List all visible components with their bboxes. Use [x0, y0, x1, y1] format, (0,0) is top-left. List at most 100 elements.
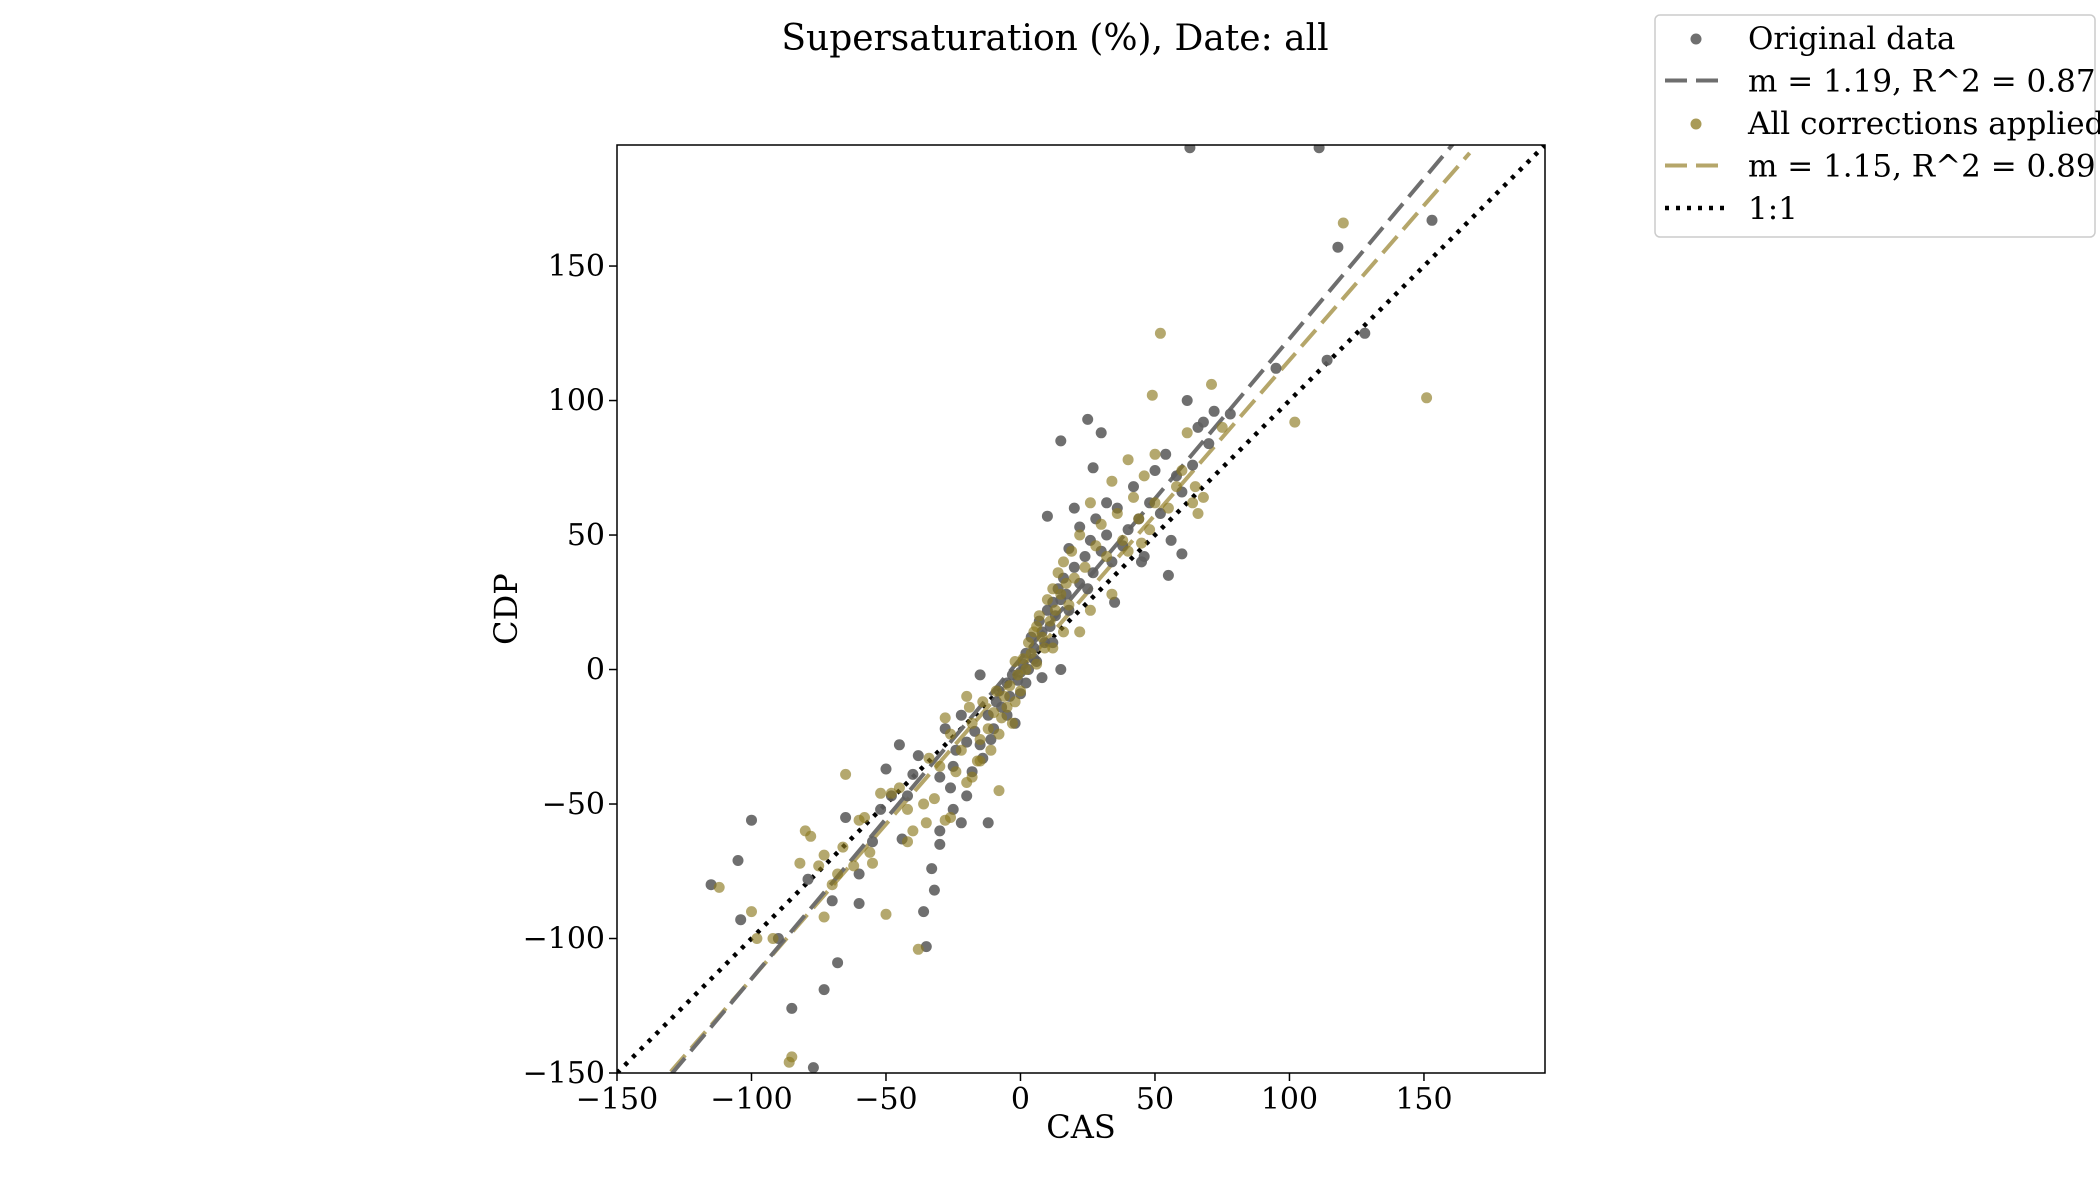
corrected-data-point-86	[1154, 327, 1166, 339]
corrected-data-point-46	[1004, 680, 1016, 692]
legend-marker	[1690, 118, 1702, 130]
corrected-data-point-73	[1084, 497, 1096, 509]
corrected-data-point-43	[996, 712, 1008, 724]
x-tick-label: 0	[1011, 1082, 1030, 1117]
original-data-point-23	[934, 771, 946, 783]
original-data-point-1	[746, 814, 757, 826]
original-data-point-128	[1074, 521, 1086, 533]
legend: Original data m = 1.19, R^2 = 0.87 All cor…	[1654, 14, 2100, 238]
x-tick-label: 100	[1261, 1082, 1318, 1117]
original-data-point-111	[1020, 677, 1032, 689]
original-data-point-83	[1160, 448, 1172, 460]
corrected-data-point-97	[1146, 389, 1158, 401]
original-data-point-7	[832, 957, 844, 969]
corrected-data-point-22	[907, 825, 919, 837]
plot-frame	[616, 144, 1546, 1074]
original-data-point-101	[982, 817, 994, 829]
original-fit-line	[669, 145, 1455, 1073]
original-data-point-108	[974, 669, 986, 681]
corrected-data-point-21	[902, 836, 913, 848]
corrected-data-point-94	[1289, 416, 1301, 428]
corrected-data-point-99	[966, 771, 978, 783]
corrected-data-point-56	[1031, 658, 1043, 670]
corrected-data-point-26	[928, 793, 940, 805]
corrected-data-point-66	[1058, 556, 1069, 568]
corrected-data-point-60	[1041, 594, 1053, 606]
legend-original-fit: m = 1.19, R^2 = 0.87	[1665, 64, 2096, 100]
x-tick-label: −100	[710, 1082, 792, 1117]
original-data-point-66	[1079, 551, 1091, 562]
legend-corrected-fit: m = 1.15, R^2 = 0.89	[1665, 149, 2096, 185]
original-data-point-26	[945, 782, 956, 794]
corrected-data-point-41	[990, 685, 1002, 697]
legend-marker	[1690, 33, 1702, 45]
y-tick-label: 50	[567, 518, 605, 553]
original-data-point-64	[1068, 561, 1080, 573]
corrected-data-point-29	[945, 728, 956, 740]
corrected-data-point-102	[920, 817, 932, 829]
corrected-data-point-27	[934, 760, 946, 772]
corrected-data-point-8	[813, 860, 825, 872]
corrected-data-point-118	[1197, 491, 1209, 503]
corrected-data-point-71	[1074, 529, 1086, 541]
corrected-data-point-75	[1095, 518, 1107, 530]
original-data-point-12	[867, 836, 878, 848]
original-data-point-11	[853, 868, 865, 880]
corrected-data-point-24	[918, 798, 930, 810]
corrected-data-point-50	[1015, 685, 1026, 697]
corrected-data-point-122	[961, 690, 973, 702]
original-data-point-117	[1176, 548, 1188, 560]
original-data-point-124	[1270, 362, 1282, 374]
original-data-point-81	[1149, 465, 1161, 476]
corrected-data-point-47	[1006, 717, 1018, 729]
corrected-data-point-108	[939, 712, 951, 724]
corrected-data-point-38	[982, 723, 994, 735]
x-axis-label: CAS	[1046, 1108, 1116, 1146]
original-data-point-93	[1041, 510, 1053, 522]
corrected-data-point-105	[848, 860, 860, 872]
original-data-point-104	[928, 884, 940, 896]
corrected-data-point-64	[1052, 567, 1064, 579]
corrected-data-point-37	[977, 696, 989, 708]
corrected-data-point-20	[893, 782, 905, 794]
corrected-data-point-106	[818, 911, 830, 923]
corrected-data-point-77	[1106, 475, 1118, 487]
corrected-data-point-82	[1133, 513, 1145, 525]
legend-label: m = 1.19, R^2 = 0.87	[1748, 64, 2096, 100]
corrected-data-point-34	[966, 717, 978, 729]
original-data-point-10	[826, 895, 838, 907]
legend-label: Original data	[1748, 21, 1955, 57]
corrected-data-point-103	[902, 803, 913, 815]
x-tick-label: −50	[854, 1082, 917, 1117]
original-data-point-3	[735, 914, 747, 926]
y-tick-label: 150	[548, 249, 605, 284]
original-data-point-122	[1359, 327, 1371, 339]
legend-original-data: Original data	[1690, 21, 1955, 57]
original-data-point-120	[1332, 241, 1344, 253]
corrected-data-point-112	[1084, 604, 1096, 616]
corrected-data-point-49	[1012, 669, 1024, 681]
x-tick-label: 150	[1395, 1082, 1452, 1117]
original-data-point-76	[1122, 524, 1134, 536]
original-data-point-28	[955, 709, 967, 721]
corrected-data-point-15	[859, 812, 870, 823]
corrected-data-point-57	[1033, 610, 1045, 622]
corrected-data-point-76	[1101, 551, 1113, 562]
original-data-point-15	[893, 739, 905, 751]
original-data-point-55	[1041, 604, 1053, 616]
corrected-data-point-42	[993, 728, 1005, 740]
corrected-data-point-100	[974, 755, 986, 767]
original-data-point-118	[1184, 145, 1196, 154]
corrected-data-point-5	[783, 1056, 795, 1068]
corrected-data-point-67	[1060, 577, 1072, 589]
original-data-point-69	[1087, 567, 1099, 579]
original-data-point-125	[1224, 408, 1236, 420]
corrected-data-point-98	[993, 785, 1005, 797]
original-data-point-6	[818, 984, 830, 996]
corrected-data-point-114	[1122, 545, 1134, 557]
corrected-data-point-96	[1421, 392, 1433, 404]
corrected-data-point-111	[1058, 626, 1069, 638]
corrected-data-point-36	[974, 734, 986, 745]
original-data-point-4	[786, 1002, 798, 1014]
corrected-data-point-18	[880, 908, 892, 920]
